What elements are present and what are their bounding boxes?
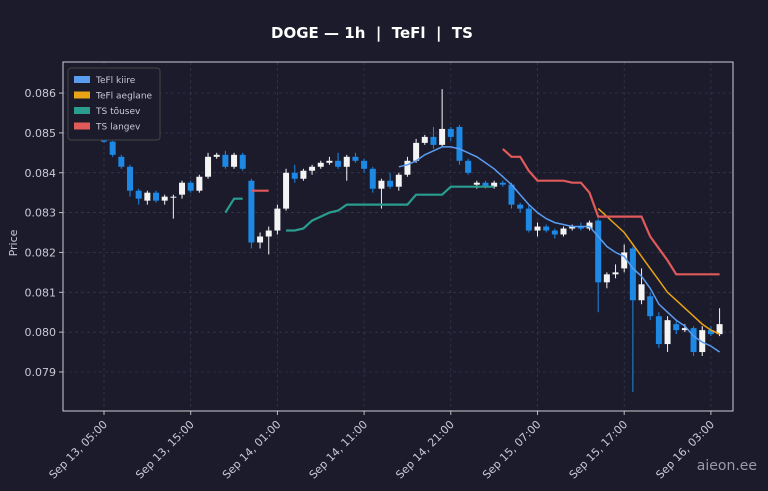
- candle-body: [274, 208, 281, 231]
- y-tick-label: 0.079: [25, 366, 57, 379]
- candle-body: [179, 182, 186, 195]
- candle-body: [508, 184, 515, 205]
- candle-body: [161, 196, 168, 201]
- legend-label: TS langev: [95, 123, 141, 133]
- candle-body: [439, 128, 446, 145]
- legend-box: [67, 67, 161, 141]
- candle-body: [326, 160, 333, 163]
- candle-body: [421, 136, 428, 143]
- candle-body: [118, 156, 125, 167]
- candle-body: [387, 180, 394, 187]
- series-line: [224, 185, 495, 232]
- candle-body: [603, 274, 610, 283]
- candle-body: [482, 182, 489, 187]
- legend-swatch: [74, 76, 90, 83]
- candle-body: [447, 128, 454, 137]
- candle-body: [335, 160, 342, 167]
- candle-body: [621, 252, 628, 269]
- candle-body: [231, 154, 238, 167]
- series-line: [597, 208, 720, 335]
- candle-body: [283, 172, 290, 209]
- legend-swatch: [74, 107, 90, 114]
- candle-body: [595, 220, 602, 283]
- candle-body: [343, 156, 350, 167]
- candle-body: [369, 168, 376, 189]
- candle-body: [551, 230, 558, 235]
- candle-body: [499, 182, 506, 185]
- candle-body: [196, 176, 203, 191]
- series-line: [398, 146, 721, 353]
- candle-body: [352, 156, 359, 161]
- y-tick-label: 0.084: [25, 167, 57, 180]
- candle-body: [655, 316, 662, 345]
- legend-swatch: [74, 122, 90, 130]
- candle-body: [135, 190, 142, 199]
- plot-frame: [62, 61, 734, 412]
- candle-body: [404, 160, 411, 175]
- candle-body: [378, 180, 385, 189]
- candle-body: [629, 248, 636, 301]
- candle-body: [647, 296, 654, 317]
- candle-body: [534, 226, 541, 231]
- candle-body: [664, 320, 671, 345]
- candle-body: [248, 180, 255, 243]
- candle-body: [716, 324, 723, 335]
- candle-body: [239, 154, 246, 169]
- candle-body: [395, 174, 402, 187]
- candle-body: [517, 204, 524, 209]
- candle-body: [257, 236, 264, 243]
- candle-body: [361, 160, 368, 169]
- candle-body: [681, 328, 688, 331]
- series-line: [251, 148, 720, 276]
- y-axis-label: Price: [7, 229, 20, 256]
- y-tick-label: 0.086: [25, 87, 57, 100]
- legend-label: TeFl aeglane: [95, 92, 153, 102]
- candle-body: [543, 226, 550, 231]
- y-tick-label: 0.083: [25, 207, 57, 220]
- candle-body: [109, 141, 116, 155]
- y-tick-label: 0.085: [25, 127, 57, 140]
- candle-body: [456, 126, 463, 161]
- candle-body: [699, 330, 706, 353]
- candle-body: [170, 196, 177, 198]
- y-tick-label: 0.082: [25, 246, 57, 259]
- y-tick-label: 0.081: [25, 286, 57, 299]
- candle-body: [222, 154, 229, 167]
- candle-body: [473, 182, 480, 185]
- candle-body: [707, 330, 714, 335]
- candle-body: [127, 166, 134, 191]
- candle-body: [577, 226, 584, 229]
- candle-body: [560, 228, 567, 235]
- candle-body: [612, 272, 619, 275]
- legend-label: TeFl kiire: [95, 76, 136, 86]
- candle-body: [309, 166, 316, 171]
- candle-body: [317, 162, 324, 167]
- candle-body: [525, 208, 532, 231]
- candle-body: [213, 154, 220, 157]
- legend-label: TS tõusev: [95, 107, 141, 117]
- candle-body: [690, 328, 697, 353]
- candle-body: [153, 192, 160, 201]
- y-tick-label: 0.080: [25, 326, 57, 339]
- candle-body: [430, 136, 437, 145]
- watermark: aieon.ee: [697, 458, 757, 474]
- candle-body: [673, 324, 680, 331]
- legend: TeFl kiire TeFl aeglane TS tõusev TS langev: [67, 67, 161, 141]
- candle-body: [187, 182, 194, 191]
- candle-body: [491, 182, 498, 187]
- candle-body: [205, 156, 212, 177]
- legend-swatch: [74, 91, 90, 99]
- candle-body: [291, 172, 298, 179]
- candle-body: [265, 230, 272, 237]
- candle-body: [300, 170, 307, 179]
- candle-body: [465, 160, 472, 173]
- candle-body: [413, 142, 420, 161]
- candle-body: [144, 192, 151, 201]
- chart-title: DOGE — 1h | TeFl | TS: [271, 24, 473, 43]
- candle-body: [638, 284, 645, 301]
- candle-body: [586, 222, 593, 229]
- candle-body: [569, 226, 576, 229]
